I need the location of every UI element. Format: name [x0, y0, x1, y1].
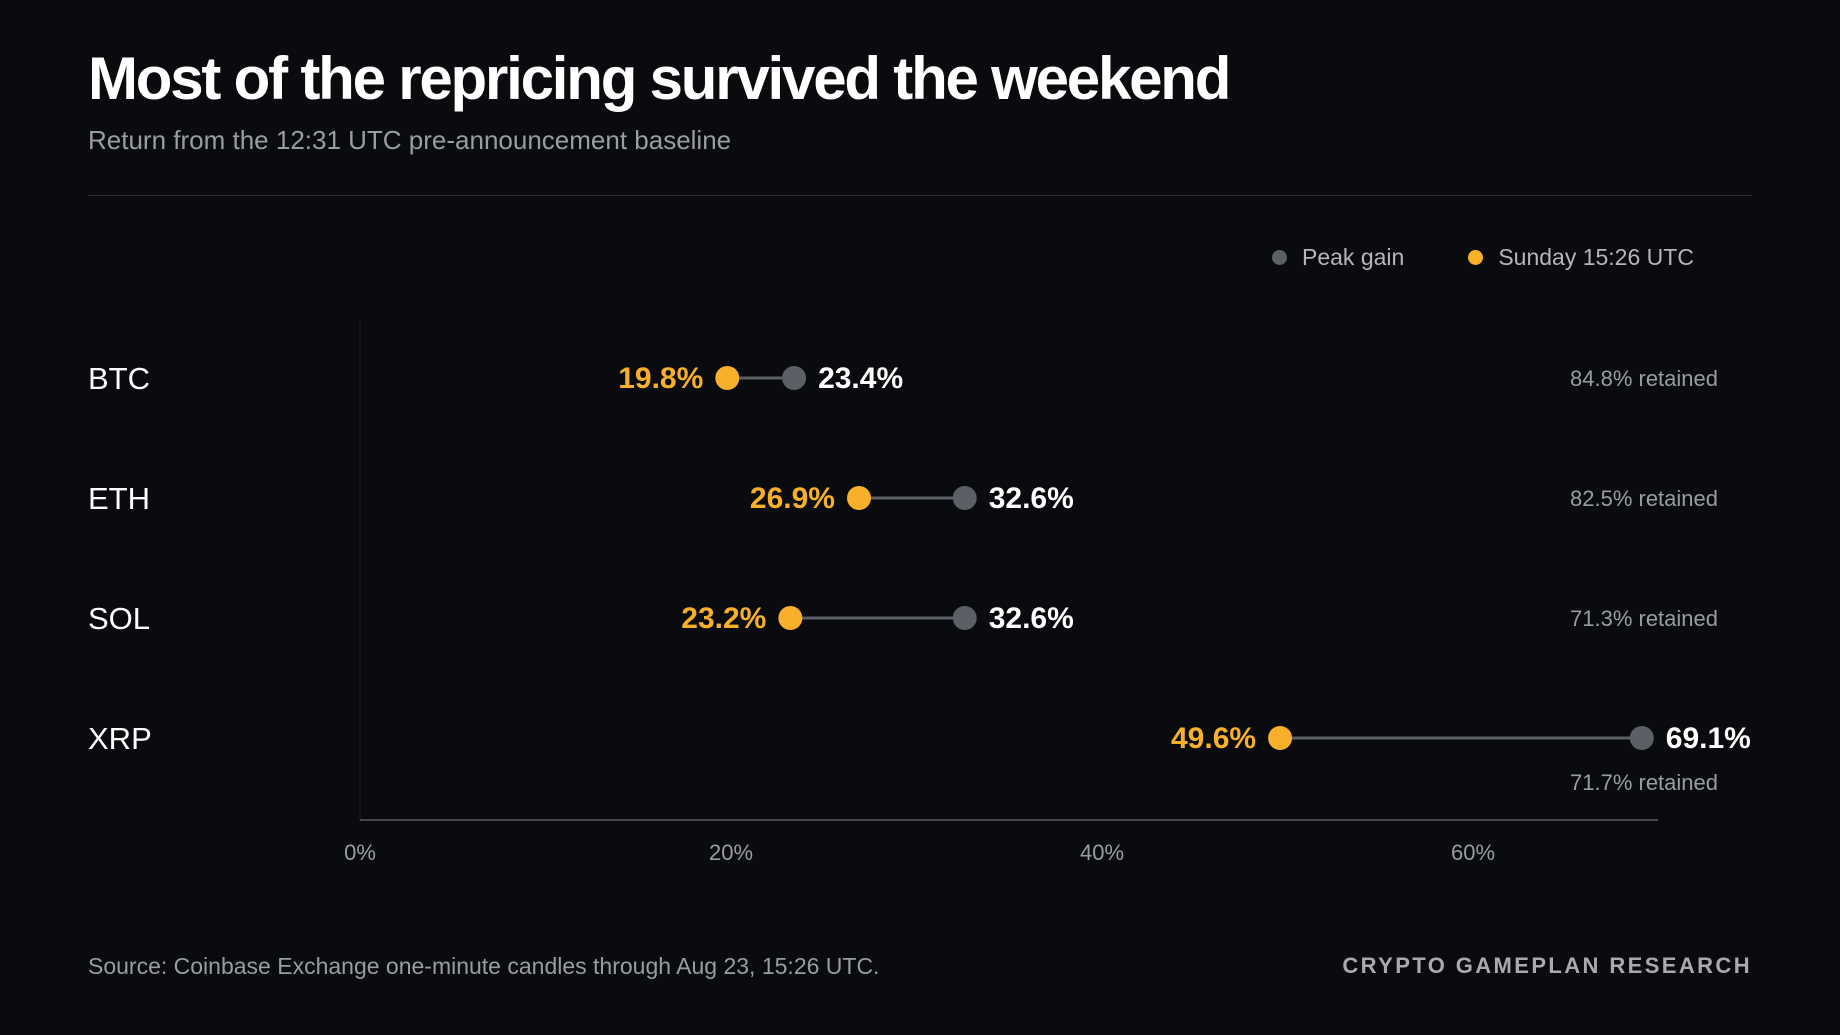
legend: Peak gain Sunday 15:26 UTC [1272, 244, 1694, 271]
legend-label-peak: Peak gain [1302, 244, 1405, 270]
sunday-dot [1268, 726, 1293, 750]
x-tick-label: 40% [1080, 840, 1124, 865]
peak-dot [1629, 726, 1654, 750]
sunday-dot-icon [1468, 250, 1484, 265]
peak-dot [952, 486, 977, 510]
asset-label: SOL [88, 601, 150, 636]
retained-label: 84.8% retained [1570, 366, 1718, 391]
retained-label: 82.5% retained [1570, 486, 1718, 511]
legend-item-peak: Peak gain [1272, 244, 1404, 271]
sunday-dot [778, 606, 803, 630]
legend-label-sunday: Sunday 15:26 UTC [1498, 244, 1694, 270]
peak-value-label: 32.6% [989, 602, 1074, 635]
peak-dot [782, 366, 807, 390]
x-tick-label: 60% [1451, 840, 1495, 865]
retained-label: 71.7% retained [1570, 770, 1718, 795]
x-tick-label: 20% [709, 840, 753, 865]
sunday-dot [846, 486, 871, 510]
chart-subtitle: Return from the 12:31 UTC pre-announceme… [88, 125, 732, 155]
asset-label: ETH [88, 481, 150, 516]
legend-item-sunday: Sunday 15:26 UTC [1468, 244, 1694, 271]
asset-label: XRP [88, 721, 152, 756]
x-tick-label: 0% [344, 840, 376, 865]
brand-label: CRYPTO GAMEPLAN RESEARCH [1342, 953, 1752, 978]
sunday-value-label: 26.9% [750, 482, 835, 515]
sunday-value-label: 49.6% [1171, 722, 1256, 755]
sunday-value-label: 23.2% [681, 602, 766, 635]
peak-dot [952, 606, 977, 630]
retained-label: 71.3% retained [1570, 606, 1718, 631]
sunday-value-label: 19.8% [618, 362, 703, 395]
chart-title: Most of the repricing survived the weeke… [88, 45, 1231, 112]
asset-label: BTC [88, 361, 150, 396]
peak-value-label: 69.1% [1666, 722, 1751, 755]
sunday-dot [715, 366, 740, 390]
peak-dot-icon [1272, 250, 1287, 265]
source-note: Source: Coinbase Exchange one-minute can… [88, 953, 880, 979]
peak-value-label: 32.6% [989, 482, 1074, 515]
header-divider [88, 195, 1752, 196]
peak-value-label: 23.4% [818, 362, 903, 395]
